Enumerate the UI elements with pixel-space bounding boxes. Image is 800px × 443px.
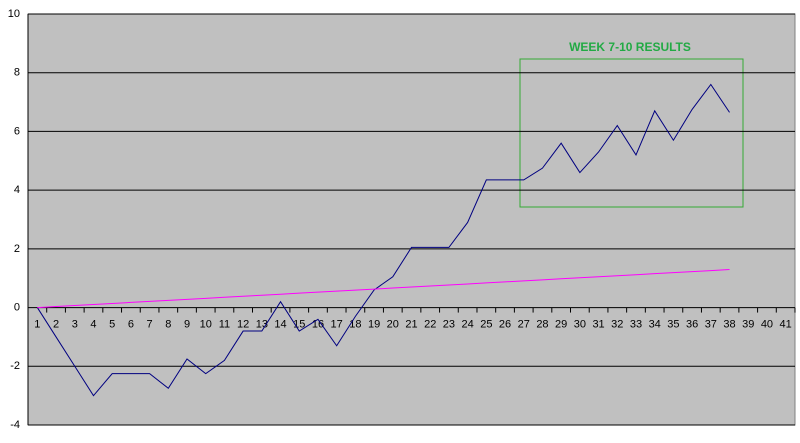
x-tick-label: 19 — [368, 318, 380, 330]
x-tick-label: 29 — [555, 318, 567, 330]
x-tick-label: 12 — [237, 318, 249, 330]
x-tick-label: 30 — [574, 318, 586, 330]
y-tick-label: 10 — [8, 8, 20, 20]
x-tick-label: 3 — [72, 318, 78, 330]
x-tick-label: 33 — [630, 318, 642, 330]
x-tick-label: 38 — [723, 318, 735, 330]
series-line — [36, 83, 730, 397]
x-tick-label: 28 — [536, 318, 548, 330]
x-tick-label: 36 — [686, 318, 698, 330]
x-tick-label: 26 — [499, 318, 511, 330]
annotation-box — [519, 58, 744, 208]
x-tick-label: 16 — [312, 318, 324, 330]
y-tick-label: 2 — [14, 243, 20, 255]
x-tick-label: 9 — [184, 318, 190, 330]
x-tick-label: 18 — [349, 318, 361, 330]
x-tick-label: 8 — [165, 318, 171, 330]
y-tick-label: 6 — [14, 125, 20, 137]
x-tick-label: 40 — [761, 318, 773, 330]
x-tick-label: 32 — [611, 318, 623, 330]
series-line — [37, 269, 730, 309]
y-tick-label: 8 — [14, 67, 20, 79]
x-tick-label: 7 — [147, 318, 153, 330]
x-tick-label: 4 — [90, 318, 96, 330]
x-tick-label: 34 — [649, 318, 661, 330]
x-tick-label: 37 — [705, 318, 717, 330]
annotation-text: WEEK 7-10 RESULTS — [569, 40, 691, 54]
x-tick-label: 15 — [293, 318, 305, 330]
x-tick-label: 10 — [200, 318, 212, 330]
x-tick-label: 13 — [256, 318, 268, 330]
x-tick-label: 24 — [461, 318, 473, 330]
x-tick-label: 27 — [518, 318, 530, 330]
x-tick-label: 39 — [742, 318, 754, 330]
x-tick-label: 5 — [109, 318, 115, 330]
x-tick-label: 25 — [480, 318, 492, 330]
y-tick-label: 0 — [14, 301, 20, 313]
x-tick-label: 22 — [424, 318, 436, 330]
x-tick-label: 35 — [667, 318, 679, 330]
plot-area — [27, 13, 796, 426]
x-tick-label: 23 — [443, 318, 455, 330]
y-tick-label: 4 — [14, 184, 20, 196]
x-tick-label: 17 — [331, 318, 343, 330]
x-tick-label: 2 — [53, 318, 59, 330]
y-tick-label: -4 — [10, 419, 20, 431]
x-tick-label: 6 — [128, 318, 134, 330]
x-tick-label: 14 — [274, 318, 286, 330]
x-tick-label: 41 — [780, 318, 792, 330]
y-tick-label: -2 — [10, 360, 20, 372]
x-tick-label: 1 — [34, 318, 40, 330]
x-tick-label: 11 — [219, 318, 230, 330]
x-tick-label: 20 — [387, 318, 399, 330]
x-tick-label: 21 — [405, 318, 417, 330]
x-tick-label: 31 — [592, 318, 604, 330]
